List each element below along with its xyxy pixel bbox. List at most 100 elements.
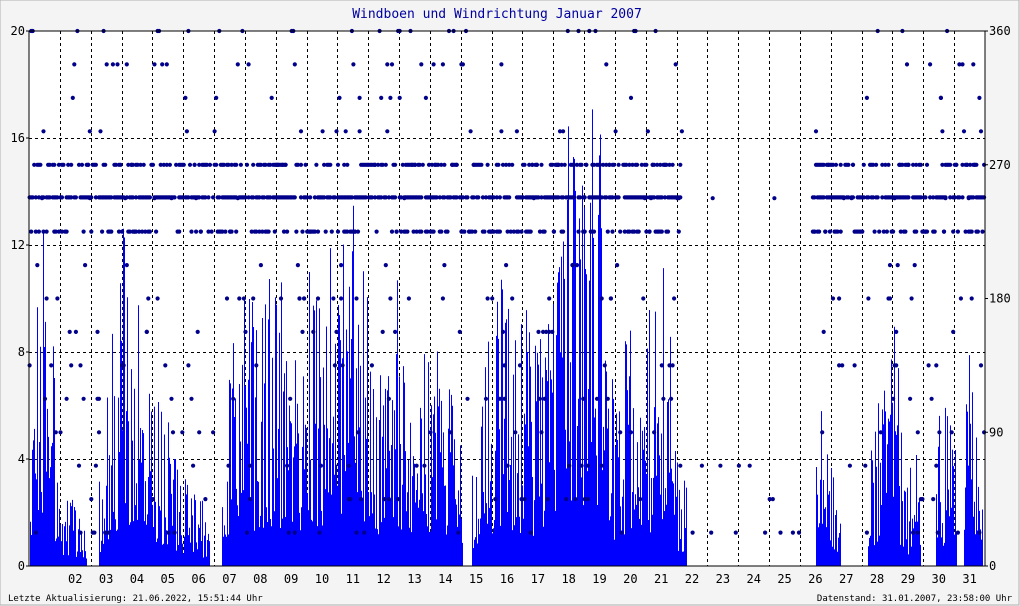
- direction-dot: [582, 497, 587, 502]
- direction-dot: [93, 162, 98, 167]
- direction-dot: [47, 195, 52, 200]
- direction-dot: [678, 195, 683, 200]
- x-tick-label: 19: [592, 572, 606, 586]
- direction-dot: [932, 229, 937, 234]
- direction-dot: [92, 530, 97, 535]
- direction-dot: [177, 229, 182, 234]
- direction-dot: [536, 195, 541, 200]
- direction-dot: [355, 229, 361, 234]
- direction-dot: [838, 162, 843, 167]
- x-tick-label: 09: [284, 572, 298, 586]
- direction-dot: [49, 363, 54, 368]
- direction-dot: [562, 162, 567, 167]
- direction-dot: [442, 195, 447, 200]
- direction-dot: [286, 530, 291, 535]
- direction-dot: [923, 195, 928, 200]
- direction-dot: [38, 162, 43, 167]
- direction-dot: [305, 195, 310, 200]
- direction-dot: [934, 463, 939, 468]
- direction-dot: [81, 396, 86, 401]
- direction-dot: [437, 195, 442, 200]
- direction-dot: [393, 162, 398, 167]
- direction-dot: [189, 396, 194, 401]
- direction-dot: [951, 229, 956, 234]
- direction-dot: [161, 162, 166, 167]
- direction-dot: [665, 229, 671, 234]
- direction-dot: [619, 530, 624, 535]
- direction-dot: [226, 463, 231, 468]
- direction-dot: [355, 430, 361, 435]
- direction-dot: [911, 530, 916, 535]
- direction-dot: [150, 162, 156, 167]
- direction-dot: [124, 195, 129, 200]
- direction-dot: [42, 396, 48, 401]
- direction-dot: [311, 329, 316, 334]
- direction-dot: [652, 430, 657, 435]
- direction-dot: [35, 263, 40, 268]
- direction-dot: [931, 195, 936, 200]
- direction-dot: [351, 62, 356, 67]
- direction-dot: [130, 195, 135, 200]
- direction-dot: [414, 463, 419, 468]
- direction-dot: [522, 497, 527, 502]
- direction-dot: [195, 329, 200, 334]
- direction-dot: [369, 363, 374, 368]
- direction-dot: [345, 162, 350, 167]
- direction-dot: [244, 530, 250, 535]
- direction-dot: [217, 195, 222, 200]
- direction-dot: [564, 497, 569, 502]
- direction-dot: [931, 497, 936, 502]
- direction-dot: [352, 229, 358, 234]
- direction-dot: [974, 162, 979, 167]
- direction-dot: [234, 162, 239, 167]
- direction-dot: [539, 430, 544, 435]
- direction-dot: [189, 229, 194, 234]
- direction-dot: [434, 195, 439, 200]
- direction-dot: [103, 162, 108, 167]
- direction-dot: [379, 195, 384, 200]
- direction-dot: [627, 162, 632, 167]
- direction-dot: [547, 329, 552, 334]
- direction-dot: [483, 396, 489, 401]
- direction-dot: [229, 229, 234, 234]
- direction-dot: [547, 296, 552, 301]
- direction-dot: [268, 195, 273, 200]
- direction-dot: [767, 497, 772, 502]
- direction-dot: [460, 62, 465, 67]
- direction-dot: [254, 229, 259, 234]
- direction-dot: [342, 162, 347, 167]
- direction-dot: [59, 195, 65, 200]
- direction-dot: [120, 229, 125, 234]
- direction-dot: [144, 329, 149, 334]
- direction-dot: [958, 296, 964, 301]
- direction-dot: [396, 497, 401, 502]
- direction-dot: [906, 162, 911, 167]
- direction-dot: [485, 296, 490, 301]
- direction-dot: [379, 95, 384, 100]
- direction-dot: [911, 162, 916, 167]
- direction-dot: [871, 162, 876, 167]
- direction-dot: [389, 229, 395, 234]
- direction-dot: [382, 497, 387, 502]
- direction-dot: [257, 195, 262, 200]
- direction-dot: [813, 129, 819, 134]
- direction-dot: [638, 497, 643, 502]
- direction-dot: [480, 195, 485, 200]
- direction-dot: [935, 530, 940, 535]
- direction-dot: [690, 530, 695, 535]
- direction-dot: [611, 162, 617, 167]
- direction-dot: [69, 363, 74, 368]
- direction-dot: [292, 530, 297, 535]
- direction-dot: [510, 162, 515, 167]
- direction-dot: [827, 229, 833, 234]
- direction-dot: [83, 263, 88, 268]
- direction-dot: [850, 162, 856, 167]
- y2-tick-label: 90: [989, 425, 1003, 439]
- direction-dot: [940, 129, 945, 134]
- direction-dot: [838, 229, 843, 234]
- direction-dot: [411, 229, 416, 234]
- y-tick-label: 20: [11, 24, 25, 38]
- direction-dot: [661, 396, 666, 401]
- direction-dot: [312, 195, 317, 200]
